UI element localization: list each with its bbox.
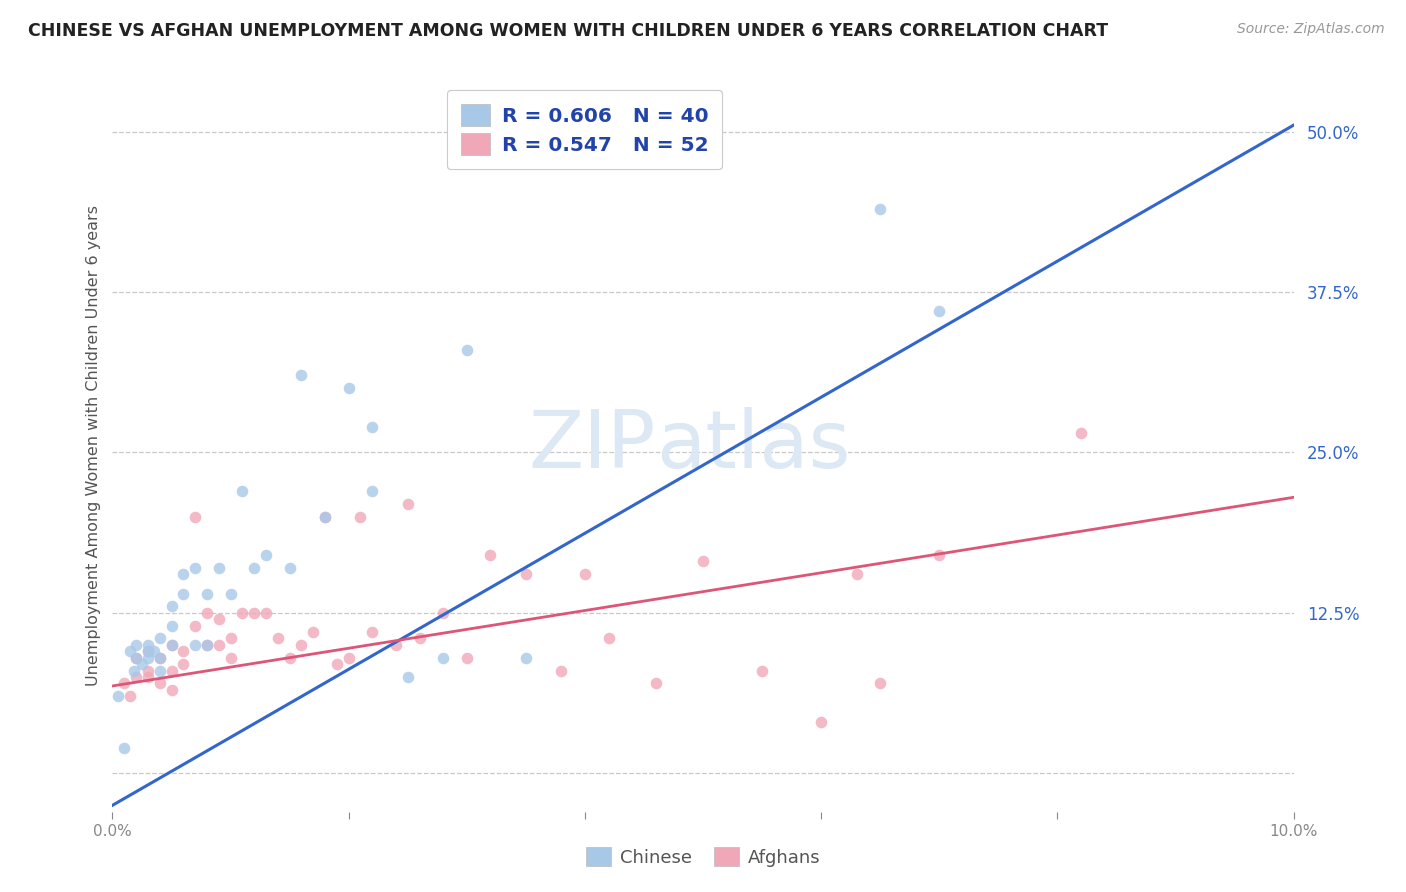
Point — [112, 740, 135, 755]
Point — [149, 650, 172, 665]
Point — [692, 554, 714, 568]
Point — [160, 664, 183, 678]
Text: atlas: atlas — [655, 407, 851, 485]
Point — [160, 618, 183, 632]
Point — [928, 548, 950, 562]
Point — [136, 670, 159, 684]
Point — [149, 676, 172, 690]
Point — [160, 682, 183, 697]
Point — [107, 690, 129, 704]
Point — [574, 567, 596, 582]
Point — [172, 644, 194, 658]
Point — [361, 483, 384, 498]
Point — [195, 586, 218, 600]
Point — [112, 676, 135, 690]
Point — [136, 664, 159, 678]
Point — [231, 606, 253, 620]
Point — [160, 638, 183, 652]
Point — [172, 567, 194, 582]
Point — [136, 638, 159, 652]
Point — [149, 650, 172, 665]
Point — [644, 676, 666, 690]
Point — [432, 606, 454, 620]
Point — [290, 368, 312, 383]
Point — [125, 650, 148, 665]
Point — [456, 343, 478, 357]
Point — [349, 509, 371, 524]
Point — [456, 650, 478, 665]
Point — [751, 664, 773, 678]
Point — [122, 664, 145, 678]
Point — [254, 548, 277, 562]
Point — [149, 664, 172, 678]
Y-axis label: Unemployment Among Women with Children Under 6 years: Unemployment Among Women with Children U… — [86, 205, 101, 687]
Point — [208, 612, 231, 626]
Text: Source: ZipAtlas.com: Source: ZipAtlas.com — [1237, 22, 1385, 37]
Point — [142, 644, 165, 658]
Point — [278, 561, 301, 575]
Point — [290, 638, 312, 652]
Point — [136, 644, 159, 658]
Point — [195, 638, 218, 652]
Point — [184, 618, 207, 632]
Point — [337, 650, 360, 665]
Point — [869, 202, 891, 216]
Point — [231, 483, 253, 498]
Point — [869, 676, 891, 690]
Point — [337, 381, 360, 395]
Point — [314, 509, 336, 524]
Legend: Chinese, Afghans: Chinese, Afghans — [578, 840, 828, 874]
Point — [149, 632, 172, 646]
Point — [125, 650, 148, 665]
Point — [361, 419, 384, 434]
Point — [243, 561, 266, 575]
Point — [172, 657, 194, 672]
Point — [160, 638, 183, 652]
Point — [396, 670, 419, 684]
Point — [432, 650, 454, 665]
Point — [1070, 426, 1092, 441]
Point — [396, 497, 419, 511]
Point — [845, 567, 868, 582]
Text: CHINESE VS AFGHAN UNEMPLOYMENT AMONG WOMEN WITH CHILDREN UNDER 6 YEARS CORRELATI: CHINESE VS AFGHAN UNEMPLOYMENT AMONG WOM… — [28, 22, 1108, 40]
Point — [160, 599, 183, 614]
Point — [184, 638, 207, 652]
Point — [550, 664, 572, 678]
Point — [243, 606, 266, 620]
Point — [385, 638, 408, 652]
Point — [278, 650, 301, 665]
Point — [125, 638, 148, 652]
Point — [515, 567, 537, 582]
Point — [184, 561, 207, 575]
Text: ZIP: ZIP — [529, 407, 655, 485]
Point — [136, 650, 159, 665]
Point — [208, 638, 231, 652]
Point — [810, 714, 832, 729]
Point — [314, 509, 336, 524]
Point — [479, 548, 502, 562]
Point — [408, 632, 430, 646]
Point — [254, 606, 277, 620]
Point — [267, 632, 290, 646]
Point — [219, 586, 242, 600]
Point — [184, 509, 207, 524]
Point — [928, 304, 950, 318]
Point — [195, 606, 218, 620]
Point — [219, 632, 242, 646]
Point — [120, 644, 142, 658]
Point — [219, 650, 242, 665]
Point — [136, 644, 159, 658]
Point — [515, 650, 537, 665]
Point — [125, 670, 148, 684]
Legend: R = 0.606   N = 40, R = 0.547   N = 52: R = 0.606 N = 40, R = 0.547 N = 52 — [447, 90, 723, 169]
Point — [598, 632, 620, 646]
Point — [302, 625, 325, 640]
Point — [120, 690, 142, 704]
Point — [172, 586, 194, 600]
Point — [195, 638, 218, 652]
Point — [326, 657, 349, 672]
Point — [131, 657, 153, 672]
Point — [361, 625, 384, 640]
Point — [208, 561, 231, 575]
